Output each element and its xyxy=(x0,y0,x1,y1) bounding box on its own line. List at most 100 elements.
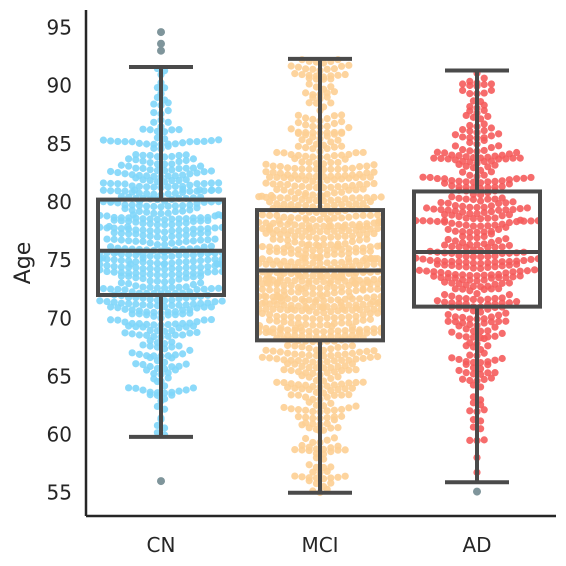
swarm-point-cn xyxy=(125,279,133,288)
outlier-point xyxy=(473,487,481,496)
swarm-point-ad xyxy=(459,146,467,154)
swarm-point-mci xyxy=(280,366,288,374)
swarm-point-ad xyxy=(477,264,485,273)
swarm-point-cn xyxy=(200,168,208,176)
swarm-point-mci xyxy=(269,235,277,243)
swarm-point-mci xyxy=(294,111,302,119)
swarm-point-mci xyxy=(330,416,338,424)
swarm-point-mci xyxy=(330,119,338,128)
swarm-point-mci xyxy=(291,295,299,303)
swarm-point-mci xyxy=(330,152,338,160)
swarm-point-mci xyxy=(323,251,331,259)
swarm-point-cn xyxy=(125,272,133,280)
swarm-point-ad xyxy=(462,162,470,170)
swarm-point-cn xyxy=(107,167,115,176)
swarm-point-ad xyxy=(513,148,521,157)
outlier-point xyxy=(157,46,165,55)
swarm-point-cn xyxy=(175,301,183,309)
swarm-point-cn xyxy=(207,242,215,250)
swarm-point-ad xyxy=(441,179,449,187)
swarm-point-mci xyxy=(338,214,346,222)
swarm-point-cn xyxy=(125,155,133,163)
swarm-point-mci xyxy=(267,191,275,200)
y-tick-label: 75 xyxy=(47,248,72,272)
swarm-point-cn xyxy=(153,233,161,241)
swarm-point-mci xyxy=(323,132,331,140)
swarm-point-cn xyxy=(139,283,147,291)
swarm-point-ad xyxy=(441,241,449,249)
swarm-point-cn xyxy=(179,139,187,147)
swarm-point-cn xyxy=(128,349,136,357)
swarm-point-mci xyxy=(366,353,374,361)
swarm-point-mci xyxy=(334,423,342,432)
swarm-point-mci xyxy=(327,351,335,360)
swarm-point-mci xyxy=(276,180,284,188)
swarm-point-cn xyxy=(117,263,125,271)
swarm-point-ad xyxy=(487,168,495,176)
y-tick-label: 85 xyxy=(47,132,72,156)
swarm-point-cn xyxy=(96,297,104,305)
swarm-point-mci xyxy=(305,279,313,287)
swarm-point-cn xyxy=(139,231,147,240)
swarm-point-mci xyxy=(276,348,284,356)
swarm-point-ad xyxy=(495,285,503,293)
swarm-point-cn xyxy=(171,189,179,197)
swarm-point-ad xyxy=(498,262,506,270)
swarm-point-mci xyxy=(305,158,313,167)
swarm-point-ad xyxy=(455,322,463,330)
swarm-point-mci xyxy=(327,424,335,432)
swarm-point-cn xyxy=(193,285,201,294)
y-tick-label: 80 xyxy=(47,190,72,214)
swarm-point-cn xyxy=(204,263,212,271)
swarm-point-mci xyxy=(287,405,295,413)
swarm-point-ad xyxy=(455,160,463,169)
swarm-point-cn xyxy=(214,211,223,219)
swarm-point-cn xyxy=(132,274,140,282)
swarm-point-mci xyxy=(284,236,292,244)
swarm-point-cn xyxy=(189,217,197,226)
swarm-point-cn xyxy=(107,285,115,293)
swarm-point-cn xyxy=(175,151,183,160)
swarm-point-ad xyxy=(491,323,499,331)
swarm-point-mci xyxy=(345,200,353,208)
swarm-point-mci xyxy=(330,143,338,151)
swarm-point-cn xyxy=(135,139,143,147)
swarm-point-cn xyxy=(153,221,161,229)
swarm-point-cn xyxy=(168,239,176,247)
swarm-point-mci xyxy=(355,328,363,336)
swarm-point-ad xyxy=(480,74,488,82)
swarm-point-mci xyxy=(284,341,292,350)
swarm-point-cn xyxy=(171,202,179,210)
swarm-point-cn xyxy=(168,232,176,241)
swarm-point-mci xyxy=(359,311,367,319)
swarm-point-mci xyxy=(341,239,349,248)
swarm-point-cn xyxy=(175,270,183,278)
swarm-point-mci xyxy=(348,232,356,240)
swarm-point-cn xyxy=(161,284,169,292)
swarm-point-mci xyxy=(338,188,346,196)
swarm-point-cn xyxy=(197,263,205,271)
swarm-point-ad xyxy=(448,182,456,190)
swarm-point-cn xyxy=(107,187,115,195)
swarm-point-cn xyxy=(168,126,176,134)
swarm-point-cn xyxy=(182,386,190,394)
swarm-point-ad xyxy=(484,222,492,230)
swarm-point-mci xyxy=(362,254,370,262)
swarm-point-mci xyxy=(266,247,274,255)
swarm-point-mci xyxy=(312,328,320,336)
swarm-point-cn xyxy=(208,186,216,194)
swarm-point-cn xyxy=(132,150,140,159)
swarm-point-mci xyxy=(305,424,313,432)
swarm-point-cn xyxy=(125,230,133,238)
swarm-point-mci xyxy=(318,292,326,300)
swarm-point-cn xyxy=(204,229,212,237)
swarm-point-cn xyxy=(168,160,176,168)
swarm-point-mci xyxy=(287,125,295,133)
swarm-point-ad xyxy=(451,274,459,282)
swarm-point-cn xyxy=(139,237,147,246)
swarm-point-mci xyxy=(366,197,374,206)
swarm-point-cn xyxy=(132,360,140,368)
swarm-point-ad xyxy=(491,243,499,251)
swarm-point-ad xyxy=(433,174,441,183)
swarm-point-cn xyxy=(150,144,158,152)
